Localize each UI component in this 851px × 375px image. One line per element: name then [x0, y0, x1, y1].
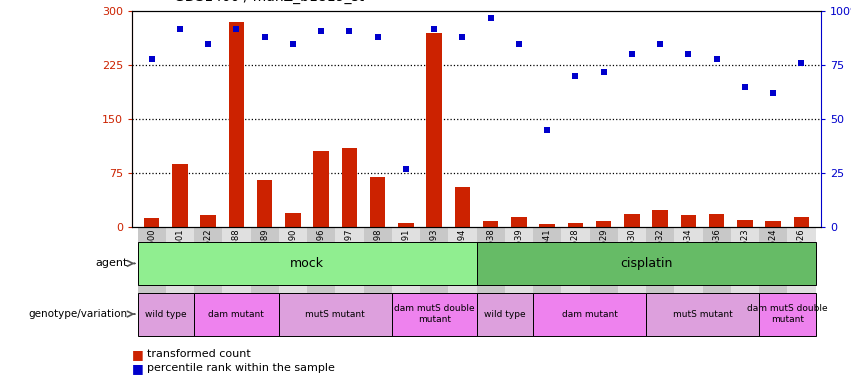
Bar — [172, 164, 188, 227]
Bar — [653, 210, 668, 227]
Text: dam mutS double
mutant: dam mutS double mutant — [394, 304, 475, 324]
Bar — [420, 227, 448, 334]
Bar — [370, 177, 386, 227]
Bar — [533, 292, 646, 336]
Bar — [787, 227, 815, 334]
Bar — [398, 223, 414, 227]
Bar — [511, 217, 527, 227]
Bar — [279, 292, 391, 336]
Bar — [229, 22, 244, 227]
Bar — [166, 227, 194, 334]
Bar — [765, 221, 781, 227]
Bar — [596, 221, 612, 227]
Bar — [759, 292, 815, 336]
Bar — [201, 214, 216, 227]
Point — [767, 90, 780, 96]
Bar — [794, 217, 809, 227]
Bar — [703, 227, 731, 334]
Bar — [250, 227, 279, 334]
Point — [738, 84, 751, 90]
Bar — [279, 227, 307, 334]
Bar — [138, 242, 477, 285]
Bar — [590, 227, 618, 334]
Point — [795, 60, 808, 66]
Point — [597, 69, 610, 75]
Point — [682, 51, 695, 57]
Point — [427, 26, 441, 32]
Text: percentile rank within the sample: percentile rank within the sample — [147, 363, 335, 373]
Bar — [681, 215, 696, 227]
Bar — [646, 227, 674, 334]
Point — [654, 40, 667, 46]
Bar — [759, 227, 787, 334]
Point — [455, 34, 469, 40]
Point — [625, 51, 639, 57]
Bar — [391, 292, 477, 336]
Text: transformed count: transformed count — [147, 350, 251, 359]
Text: dam mutS double
mutant: dam mutS double mutant — [747, 304, 828, 324]
Bar — [533, 227, 562, 334]
Text: wild type: wild type — [484, 310, 526, 319]
Bar — [709, 214, 724, 227]
Bar — [194, 292, 279, 336]
Point — [371, 34, 385, 40]
Bar — [477, 227, 505, 334]
Point — [568, 73, 582, 79]
Bar — [363, 227, 391, 334]
Bar — [285, 213, 300, 227]
Bar — [448, 227, 477, 334]
Text: ■: ■ — [132, 348, 148, 361]
Bar — [335, 227, 363, 334]
Text: genotype/variation: genotype/variation — [29, 309, 128, 319]
Bar — [618, 227, 646, 334]
Bar — [454, 188, 471, 227]
Bar — [568, 223, 583, 227]
Bar — [138, 292, 194, 336]
Bar — [562, 227, 590, 334]
Bar — [426, 33, 442, 227]
Text: ■: ■ — [132, 362, 148, 375]
Point — [314, 28, 328, 34]
Bar — [257, 180, 272, 227]
Bar — [540, 224, 555, 227]
Bar — [391, 227, 420, 334]
Bar — [341, 148, 357, 227]
Bar — [477, 242, 815, 285]
Bar — [737, 220, 752, 227]
Point — [258, 34, 271, 40]
Point — [202, 40, 215, 46]
Bar — [505, 227, 533, 334]
Bar — [144, 217, 159, 227]
Bar — [674, 227, 703, 334]
Point — [145, 56, 158, 62]
Text: mutS mutant: mutS mutant — [672, 310, 733, 319]
Point — [343, 28, 357, 34]
Point — [286, 40, 300, 46]
Point — [230, 26, 243, 32]
Text: mutS mutant: mutS mutant — [306, 310, 365, 319]
Text: GDS1400 / manZ_b1819_st: GDS1400 / manZ_b1819_st — [174, 0, 364, 4]
Bar — [624, 214, 640, 227]
Text: mock: mock — [290, 257, 324, 270]
Point — [512, 40, 526, 46]
Bar — [138, 227, 166, 334]
Point — [540, 127, 554, 133]
Bar — [477, 292, 533, 336]
Text: dam mutant: dam mutant — [208, 310, 265, 319]
Bar — [194, 227, 222, 334]
Bar — [313, 152, 329, 227]
Bar — [483, 221, 499, 227]
Text: wild type: wild type — [145, 310, 186, 319]
Point — [399, 166, 413, 172]
Point — [484, 15, 498, 21]
Bar — [731, 227, 759, 334]
Bar — [222, 227, 250, 334]
Bar — [307, 227, 335, 334]
Point — [173, 26, 186, 32]
Point — [710, 56, 723, 62]
Text: agent: agent — [95, 258, 128, 268]
Text: cisplatin: cisplatin — [620, 257, 672, 270]
Bar — [646, 292, 759, 336]
Text: dam mutant: dam mutant — [562, 310, 618, 319]
